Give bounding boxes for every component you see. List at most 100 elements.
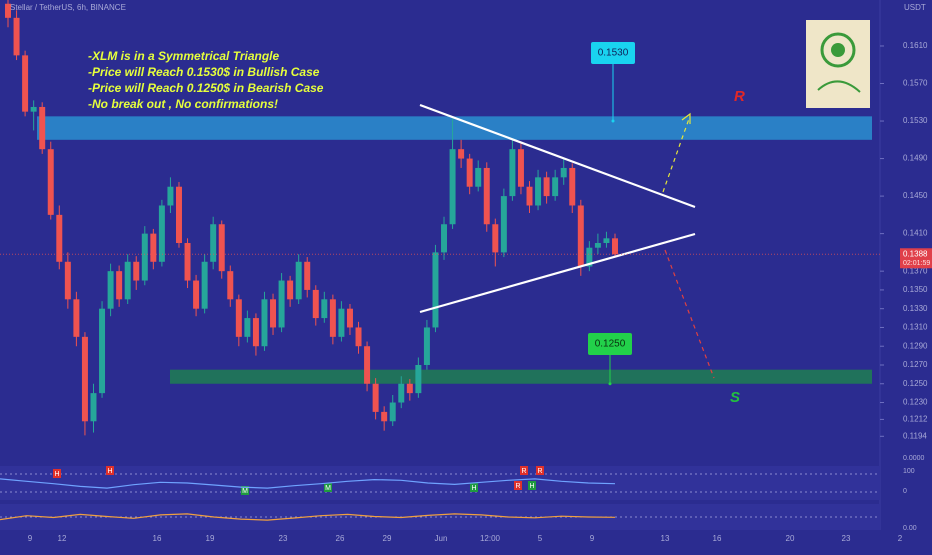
note: -No break out , No confirmations! xyxy=(88,97,278,111)
candle-body xyxy=(535,177,542,206)
x-tick-label: 13 xyxy=(661,534,670,543)
candle-body xyxy=(517,149,524,187)
callout-box xyxy=(591,42,635,64)
note: -Price will Reach 0.1250$ in Bearish Cas… xyxy=(88,81,324,95)
signal-badge xyxy=(241,486,249,495)
chart-title: Stellar / TetherUS, 6h, BINANCE xyxy=(10,3,126,12)
candle-body xyxy=(552,177,559,197)
candle-body xyxy=(13,17,20,56)
candle-body xyxy=(90,393,97,422)
signal-label: H xyxy=(107,468,112,475)
candle-body xyxy=(475,167,482,187)
y-tick-label: 0.1194 xyxy=(903,431,927,440)
candle-body xyxy=(500,196,507,253)
x-tick-label: 16 xyxy=(153,534,162,543)
signal-badge xyxy=(106,466,114,475)
candle-body xyxy=(278,280,285,328)
candle-body xyxy=(287,280,294,300)
candle-body xyxy=(398,383,405,403)
y-tick-label: 0.1290 xyxy=(903,341,928,350)
candle-body xyxy=(210,224,217,262)
candle-body xyxy=(184,243,191,281)
indicator-line xyxy=(0,513,616,521)
x-tick-label: 29 xyxy=(383,534,392,543)
signal-label: H xyxy=(529,483,534,490)
x-tick-label: 12:00 xyxy=(480,534,501,543)
candle-body xyxy=(355,327,362,347)
candle-body xyxy=(612,238,618,255)
candle-body xyxy=(603,238,610,244)
candle-body xyxy=(389,402,396,422)
support-zone xyxy=(170,369,872,384)
logo-mark xyxy=(831,43,845,57)
candle-body xyxy=(81,336,88,422)
callout-point xyxy=(608,382,612,386)
candle-body xyxy=(432,252,439,328)
resistance-letter: R xyxy=(734,88,745,105)
indicator-axis-label: 100 xyxy=(903,468,915,475)
candle-body xyxy=(338,308,345,337)
candle-body xyxy=(22,55,29,112)
candle-body xyxy=(372,383,379,412)
candle-body xyxy=(509,149,516,197)
candle-body xyxy=(193,280,200,309)
candle-body xyxy=(64,261,71,300)
candle-body xyxy=(406,383,413,394)
y-tick-label: 0.1490 xyxy=(903,154,928,163)
candle-body xyxy=(261,299,268,347)
last-price-label: 0.1388 xyxy=(903,249,928,258)
candle-body xyxy=(218,224,225,272)
candle-body xyxy=(201,261,208,309)
candle-body xyxy=(304,261,311,290)
candle-body xyxy=(569,167,576,206)
candle-body xyxy=(30,106,37,112)
x-tick-label: 20 xyxy=(786,534,795,543)
y-tick-label: 0.1350 xyxy=(903,285,928,294)
signal-badge xyxy=(470,483,478,492)
y-tick-label: 0.1610 xyxy=(903,41,928,50)
candle-body xyxy=(252,318,259,347)
candle-body xyxy=(449,149,456,225)
candle-body xyxy=(99,308,106,394)
y-tick-label: 0.1250 xyxy=(903,379,928,388)
candle-body xyxy=(5,3,11,18)
x-tick-label: 5 xyxy=(538,534,543,543)
currency: USDT xyxy=(904,3,926,12)
y-tick-label: 0.1410 xyxy=(903,229,928,238)
resistance-zone xyxy=(37,116,872,140)
candle-body xyxy=(124,261,131,300)
signal-label: R xyxy=(515,483,520,490)
countdown: 02:01:59 xyxy=(903,260,930,267)
callout-label: 0.1530 xyxy=(598,48,629,59)
indicator-line xyxy=(0,478,616,489)
y-tick-label: 0.1370 xyxy=(903,266,928,275)
bear-arrow xyxy=(664,249,715,379)
signal-badge xyxy=(324,483,332,492)
y-tick-label: 0.1270 xyxy=(903,360,928,369)
candle-body xyxy=(270,299,277,328)
candle-body xyxy=(227,271,234,300)
signal-badge xyxy=(528,481,536,490)
signal-label: M xyxy=(325,485,331,492)
signal-badge xyxy=(536,466,544,475)
candle-body xyxy=(458,149,465,159)
indicator-axis-label: 0.0000 xyxy=(903,455,925,462)
candle-body xyxy=(329,299,336,337)
signal-label: M xyxy=(242,488,248,495)
candle-body xyxy=(158,205,165,262)
candle-body xyxy=(235,299,242,337)
candle-body xyxy=(312,289,319,319)
candle-body xyxy=(244,318,251,337)
y-tick-label: 0.1330 xyxy=(903,304,928,313)
y-tick-label: 0.1310 xyxy=(903,323,928,332)
support-letter: S xyxy=(730,389,740,406)
candle-body xyxy=(423,327,430,365)
indicator-axis-label: 0.00 xyxy=(903,525,917,532)
logo-mark xyxy=(817,80,861,93)
candle-body xyxy=(543,177,550,197)
candle-body xyxy=(381,411,388,422)
candle-body xyxy=(73,299,80,337)
